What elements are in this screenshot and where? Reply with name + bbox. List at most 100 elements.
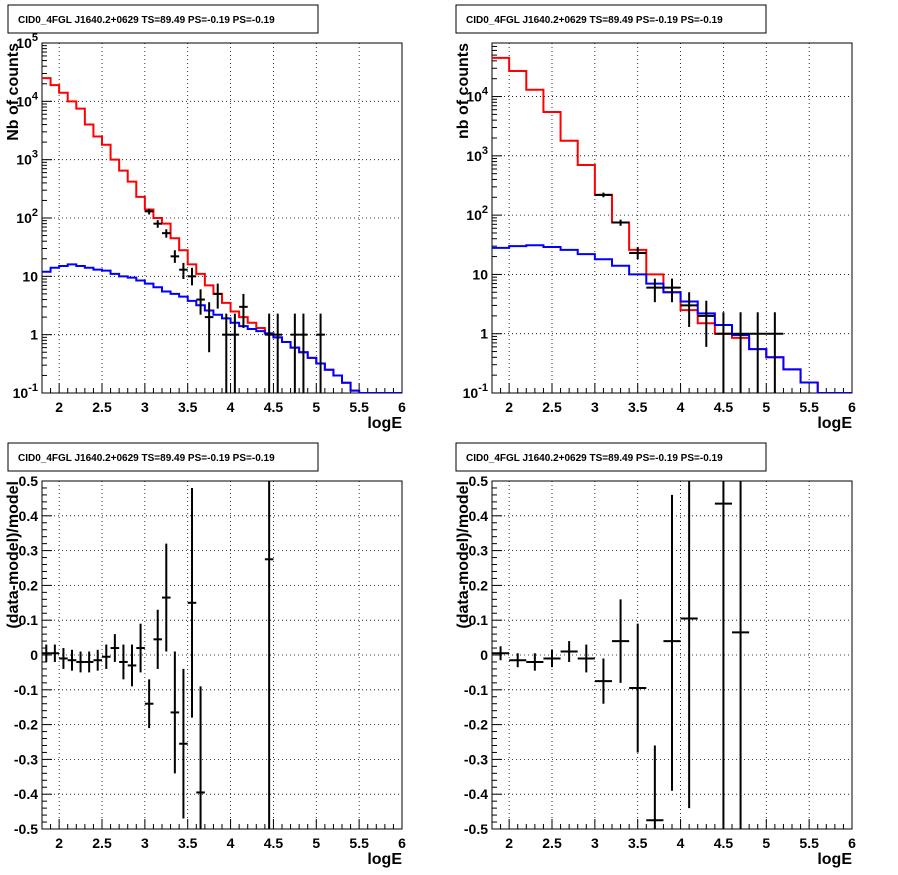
data-point xyxy=(93,649,102,671)
y-tick-label: 103 xyxy=(16,149,38,168)
y-tick-label: 10-1 xyxy=(463,382,488,401)
x-tick-label: 5.5 xyxy=(799,835,819,851)
data-point xyxy=(612,599,630,683)
y-tick-label: 102 xyxy=(466,204,488,223)
series-2 xyxy=(492,244,852,393)
y-tick-label: 0.3 xyxy=(469,543,489,559)
chart-title: CID0_4FGL J1640.2+0629 TS=89.49 PS=-0.19… xyxy=(18,15,275,26)
x-tick-label: 3 xyxy=(591,399,599,415)
data-point xyxy=(749,312,767,393)
data-point xyxy=(110,634,120,662)
chart-title: CID0_4FGL J1640.2+0629 TS=89.49 PS=-0.19… xyxy=(466,15,723,26)
x-tick-label: 5.5 xyxy=(349,399,369,415)
x-tick-label: 5 xyxy=(312,835,320,851)
series-1 xyxy=(42,481,274,829)
data-point xyxy=(714,312,732,393)
x-tick-label: 3.5 xyxy=(178,399,198,415)
data-point xyxy=(144,208,154,215)
y-tick-label: 0 xyxy=(30,647,38,663)
data-point xyxy=(144,679,154,729)
data-point xyxy=(680,292,698,327)
data-point xyxy=(230,313,240,393)
data-point xyxy=(273,313,282,393)
data-point xyxy=(162,543,171,652)
x-axis-label: logE xyxy=(367,851,402,868)
chart-title-box xyxy=(7,442,319,472)
x-tick-label: 6 xyxy=(848,399,856,415)
data-point xyxy=(577,644,595,673)
x-tick-label: 4.5 xyxy=(714,835,734,851)
x-axis-label: logE xyxy=(817,415,852,432)
data-point xyxy=(697,300,715,347)
series-1 xyxy=(492,481,750,829)
data-point xyxy=(239,293,248,329)
data-point xyxy=(84,651,94,673)
x-tick-label: 3 xyxy=(141,835,149,851)
data-point xyxy=(663,494,681,791)
y-tick-label: 10-1 xyxy=(13,382,38,401)
data-point xyxy=(179,668,188,819)
data-point xyxy=(612,219,630,226)
x-tick-label: 6 xyxy=(398,835,406,851)
y-tick-label: 0.1 xyxy=(469,612,489,628)
y-tick-label: 0.5 xyxy=(469,473,489,489)
y-tick-label: 10 xyxy=(22,268,38,284)
data-point xyxy=(187,487,197,718)
series-3 xyxy=(594,192,784,393)
data-point xyxy=(646,745,664,829)
data-point xyxy=(136,623,145,673)
data-point xyxy=(316,313,325,393)
data-point xyxy=(76,651,85,673)
y-axis-label: Nb of counts xyxy=(5,43,22,141)
data-point xyxy=(67,649,77,671)
data-point xyxy=(594,658,612,704)
y-tick-label: -0.5 xyxy=(14,821,38,837)
data-point xyxy=(50,644,60,662)
x-tick-label: 3.5 xyxy=(628,835,648,851)
y-tick-label: 1 xyxy=(480,326,488,342)
data-point xyxy=(299,313,308,393)
data-point xyxy=(290,313,300,393)
data-point xyxy=(663,278,681,303)
y-tick-label: 1 xyxy=(30,327,38,343)
x-tick-label: 3 xyxy=(141,399,149,415)
histogram-line xyxy=(492,244,852,393)
data-point xyxy=(187,267,197,286)
data-point xyxy=(204,302,214,353)
x-tick-label: 3.5 xyxy=(178,835,198,851)
x-tick-label: 4.5 xyxy=(714,399,734,415)
data-point xyxy=(196,686,205,829)
y-tick-label: -0.2 xyxy=(464,717,488,733)
x-tick-label: 4 xyxy=(227,399,235,415)
data-point xyxy=(714,481,732,829)
data-point xyxy=(766,312,784,393)
y-tick-label: -0.4 xyxy=(464,786,488,802)
y-tick-label: -0.3 xyxy=(14,751,38,767)
chart-panel-2: CID0_4FGL J1640.2+0629 TS=89.49 PS=-0.19… xyxy=(455,4,856,432)
series-2 xyxy=(42,263,402,393)
x-tick-label: 2.5 xyxy=(92,835,112,851)
plot-frame xyxy=(491,42,853,394)
chart-title-box xyxy=(455,442,767,472)
data-point xyxy=(170,250,180,263)
y-tick-label: 0.1 xyxy=(19,612,39,628)
y-tick-label: -0.3 xyxy=(464,751,488,767)
chart-title-box xyxy=(455,4,767,34)
data-point xyxy=(526,653,544,671)
x-tick-label: 2 xyxy=(505,399,513,415)
x-tick-label: 2 xyxy=(55,835,63,851)
x-tick-label: 2 xyxy=(505,835,513,851)
series-3 xyxy=(144,208,325,393)
x-tick-label: 6 xyxy=(398,399,406,415)
y-tick-label: -0.5 xyxy=(464,821,488,837)
data-point xyxy=(196,289,205,315)
histogram-line xyxy=(42,263,402,393)
y-tick-label: 10 xyxy=(472,266,488,282)
y-axis-label: (data-model)/model xyxy=(455,481,472,629)
data-point xyxy=(732,312,750,393)
y-tick-label: 0.2 xyxy=(19,577,39,593)
x-axis-label: logE xyxy=(817,851,852,868)
data-point xyxy=(594,192,612,198)
data-point xyxy=(560,641,578,662)
